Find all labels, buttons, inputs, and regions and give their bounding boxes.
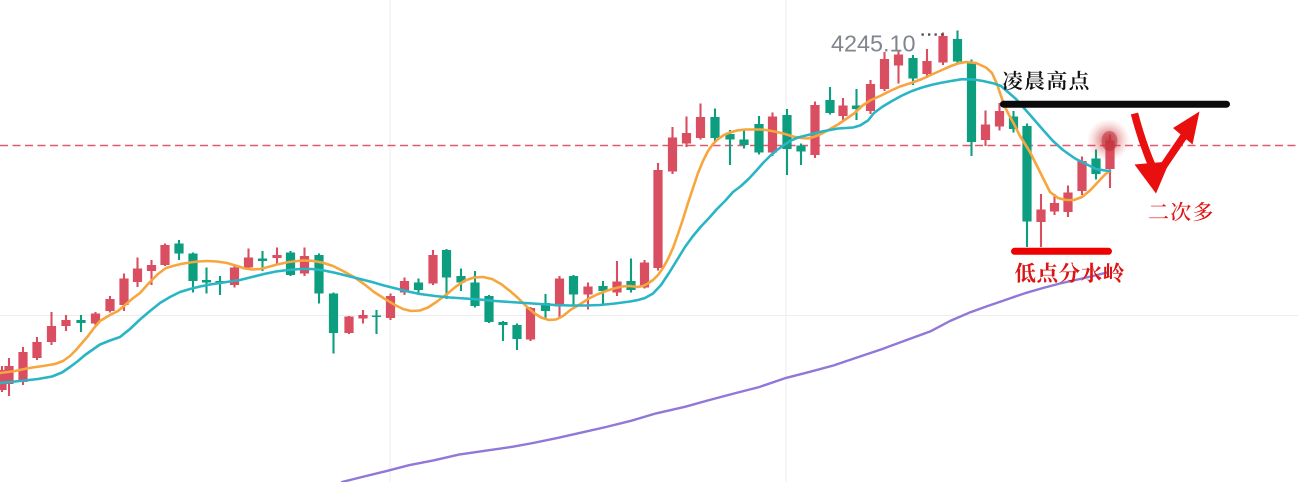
svg-text:4245.10: 4245.10 bbox=[831, 30, 916, 56]
